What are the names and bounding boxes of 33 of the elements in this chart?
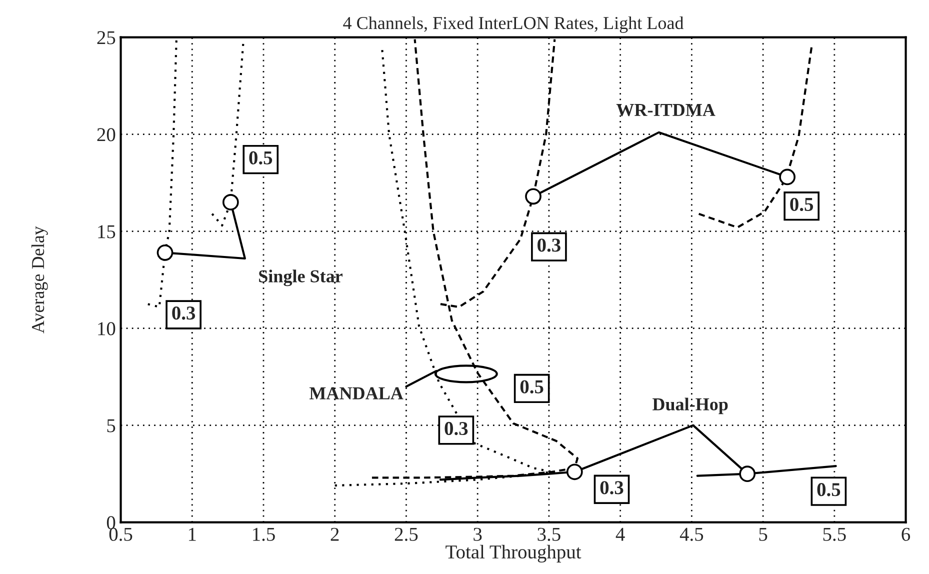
annotation: 0.5 xyxy=(249,151,272,164)
y-tick-label: 0 xyxy=(106,516,116,530)
annotation: WR-ITDMA xyxy=(616,104,716,116)
x-tick-label: 0.5 xyxy=(109,528,132,541)
y-tick-label: 10 xyxy=(98,322,116,336)
x-tick-label: 6 xyxy=(902,528,910,541)
x-tick-label: 5 xyxy=(759,528,768,541)
x-tick-label: 5.5 xyxy=(823,528,846,541)
x-tick-label: 3.5 xyxy=(538,528,560,541)
annotation: 0.3 xyxy=(538,238,560,252)
annotation: 0.3 xyxy=(600,481,624,494)
x-tick-label: 3 xyxy=(474,528,482,541)
annotation: MANDALA xyxy=(309,387,404,400)
annotation: Single Star xyxy=(259,270,342,286)
annotation: 0.5 xyxy=(817,483,840,496)
x-tick-label: 4 xyxy=(616,528,625,541)
annotation: 0.3 xyxy=(444,422,468,436)
annotation: 0.3 xyxy=(172,306,196,320)
chart-title: 4 Channels, Fixed InterLON Rates, Light Load xyxy=(343,16,684,33)
x-tick-label: 4.5 xyxy=(680,528,704,541)
annotation: Dual-Hop xyxy=(652,398,728,414)
y-tick-label: 5 xyxy=(107,419,116,432)
y-tick-label: 25 xyxy=(97,31,116,44)
annotation: 0.5 xyxy=(520,380,544,394)
x-tick-label: 1.5 xyxy=(253,528,275,541)
y-axis-title: Average Delay xyxy=(31,226,48,334)
x-tick-label: 1 xyxy=(188,528,196,541)
y-tick-label: 15 xyxy=(98,225,116,238)
annotation: 0.5 xyxy=(790,198,814,212)
x-tick-label: 2 xyxy=(330,528,339,541)
x-tick-label: 2.5 xyxy=(394,528,418,541)
x-axis-title: Total Throughput xyxy=(446,544,582,563)
y-tick-label: 20 xyxy=(97,128,116,142)
